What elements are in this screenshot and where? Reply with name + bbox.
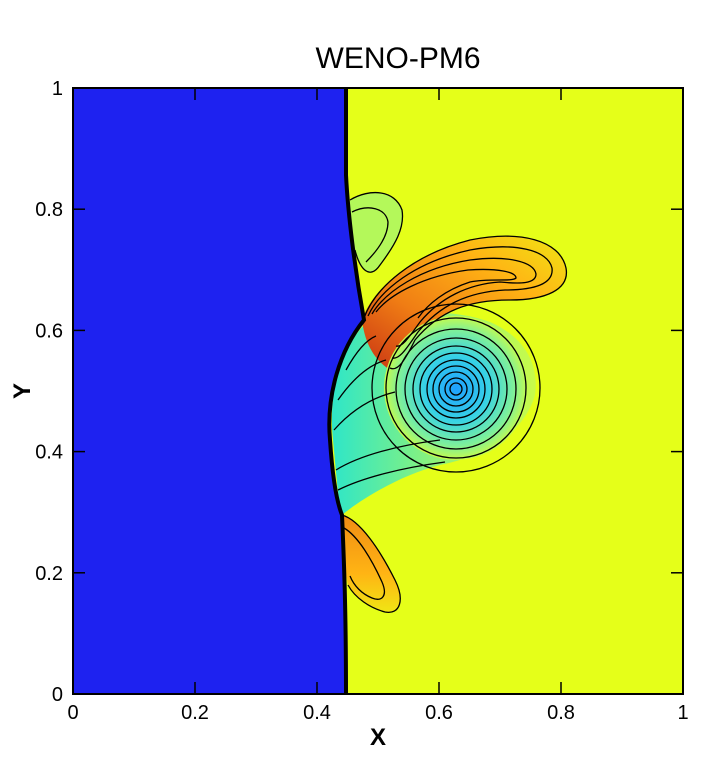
x-tick-label: 0.8 bbox=[547, 702, 575, 724]
upper-lobe-contour bbox=[363, 235, 567, 370]
y-axis-ticks: 0 0.2 0.4 0.6 0.8 1 bbox=[35, 78, 683, 706]
x-axis-ticks: 0 0.2 0.4 0.6 0.8 1 bbox=[67, 88, 689, 724]
vortex-contour bbox=[444, 377, 468, 401]
plot-frame bbox=[72, 87, 684, 695]
x-tick-label: 0 bbox=[67, 702, 78, 724]
vortex-contour bbox=[371, 303, 541, 473]
y-tick-label: 0.8 bbox=[35, 199, 63, 221]
vortex-contour bbox=[404, 337, 508, 441]
vortex-contour bbox=[419, 352, 493, 426]
front-contour bbox=[337, 359, 387, 401]
contour-lines bbox=[333, 191, 567, 613]
front-contour bbox=[335, 439, 441, 471]
vortex-contour bbox=[432, 365, 480, 413]
x-tick-label: 0.2 bbox=[181, 702, 209, 724]
upper-small-lobe bbox=[349, 192, 403, 273]
front-contour bbox=[345, 335, 377, 371]
y-tick-label: 0.6 bbox=[35, 320, 63, 342]
vortex-contour bbox=[426, 359, 486, 419]
x-tick-label: 0.4 bbox=[303, 702, 331, 724]
vortex-contour bbox=[449, 382, 463, 396]
y-tick-label: 0.4 bbox=[35, 442, 63, 464]
lower-lobe-contour bbox=[343, 527, 386, 600]
y-tick-label: 0 bbox=[52, 684, 63, 706]
vortex-contour bbox=[438, 371, 474, 407]
upper-small-contour bbox=[349, 191, 404, 273]
shock-line bbox=[327, 88, 367, 694]
pre-shock-region bbox=[73, 88, 364, 694]
y-axis-title: Y bbox=[9, 383, 36, 399]
upper-lobe-contour bbox=[371, 257, 537, 347]
vortex-contour bbox=[385, 317, 527, 459]
upper-lobe-contour bbox=[367, 246, 553, 359]
x-tick-label: 1 bbox=[677, 702, 688, 724]
lower-lobe-contour bbox=[341, 514, 401, 613]
front-contour bbox=[337, 461, 446, 491]
chart-title: WENO-PM6 bbox=[316, 42, 481, 75]
plot-area bbox=[73, 88, 683, 694]
vortex-contour bbox=[395, 328, 517, 450]
y-tick-label: 1 bbox=[52, 78, 63, 100]
y-tick-label: 0.2 bbox=[35, 563, 63, 585]
x-axis-title: X bbox=[370, 724, 386, 751]
vortex-contour bbox=[412, 345, 500, 433]
upper-lobe-contour bbox=[375, 268, 517, 319]
front-contour bbox=[333, 391, 396, 431]
upper-small-contour bbox=[351, 207, 389, 263]
x-tick-label: 0.6 bbox=[425, 702, 453, 724]
